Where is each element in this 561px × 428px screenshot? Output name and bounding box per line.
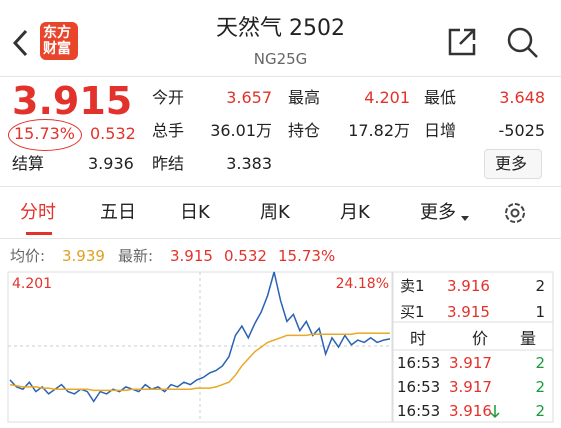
more-text: 更多	[495, 154, 528, 173]
settle-label: 结算	[12, 154, 45, 173]
latest-change: 0.532	[224, 247, 267, 265]
trade-volume: 2	[535, 354, 545, 372]
settle-value: 3.936	[88, 154, 134, 173]
trade-time: 16:53	[397, 378, 441, 396]
book-cell: 3.915	[447, 303, 490, 321]
change: 0.532	[90, 124, 136, 143]
tab[interactable]: 月K	[340, 202, 370, 223]
trade-volume: 2	[535, 402, 545, 420]
tab[interactable]: 周K	[260, 202, 290, 223]
tab-underline	[26, 232, 52, 235]
down-arrow	[490, 405, 500, 419]
divider	[0, 238, 561, 239]
subtitle: NG25G	[253, 50, 308, 68]
dropdown-arrow	[461, 216, 469, 221]
tab[interactable]: 五日	[100, 202, 136, 223]
trade-price: 3.916	[449, 402, 492, 420]
trade-price: 3.917	[449, 378, 492, 396]
change-pct: 15.73%	[14, 124, 76, 143]
book-header: 时	[410, 329, 427, 348]
logo-text: 财富	[43, 41, 71, 57]
search-icon[interactable]	[506, 26, 540, 60]
title: 天然气 2502	[216, 16, 345, 41]
book-cell: 1	[535, 303, 545, 321]
more-button[interactable]: 更多	[484, 149, 542, 179]
order-book-frame	[392, 271, 554, 423]
stat-value: 36.01万	[210, 121, 272, 140]
stat-value: 17.82万	[348, 121, 410, 140]
stat-label: 最低	[424, 88, 457, 107]
stat-value: -5025	[498, 121, 546, 140]
trade-price: 3.917	[449, 354, 492, 372]
price-line	[9, 332, 390, 392]
stat-label: 今开	[152, 88, 185, 107]
settings-icon[interactable]	[503, 201, 527, 225]
book-header: 价	[472, 329, 489, 348]
price-line	[9, 271, 391, 403]
back-button[interactable]	[10, 28, 32, 58]
book-cell: 2	[535, 277, 545, 295]
y2-tick-label: 24.18%	[336, 276, 389, 292]
stat-label: 日增	[424, 121, 457, 140]
stat-label: 昨结	[152, 154, 185, 173]
share-icon[interactable]	[446, 26, 478, 58]
stat-label: 总手	[152, 121, 185, 140]
trade-time: 16:53	[397, 354, 441, 372]
divider	[0, 186, 561, 187]
tab[interactable]: 分时	[20, 202, 56, 223]
latest-label: 最新:	[118, 247, 154, 265]
stat-value: 3.383	[226, 154, 272, 173]
stat-value: 3.657	[226, 88, 272, 107]
stat-value: 3.648	[499, 88, 545, 107]
book-cell: 卖1	[400, 277, 425, 295]
latest-value: 3.915	[170, 247, 213, 265]
divider	[0, 76, 561, 77]
stat-label: 最高	[288, 88, 321, 107]
tab[interactable]: 更多	[420, 202, 456, 223]
book-header: 量	[520, 329, 537, 348]
trade-time: 16:53	[397, 402, 441, 420]
logo-text: 东方	[43, 25, 71, 41]
book-cell: 3.916	[447, 277, 490, 295]
highlight-circle	[8, 119, 82, 151]
avg-label: 均价:	[10, 247, 46, 265]
logo: 东方 财富	[40, 22, 78, 60]
avg-value: 3.939	[62, 247, 105, 265]
stat-label: 持仓	[288, 121, 321, 140]
book-cell: 买1	[400, 303, 425, 321]
stat-value: 4.201	[364, 88, 410, 107]
trade-volume: 2	[535, 378, 545, 396]
last-price: 3.915	[12, 79, 133, 123]
tab[interactable]: 日K	[180, 202, 210, 223]
latest-change-pct: 15.73%	[278, 247, 336, 265]
y-tick-label: 4.201	[12, 276, 52, 292]
